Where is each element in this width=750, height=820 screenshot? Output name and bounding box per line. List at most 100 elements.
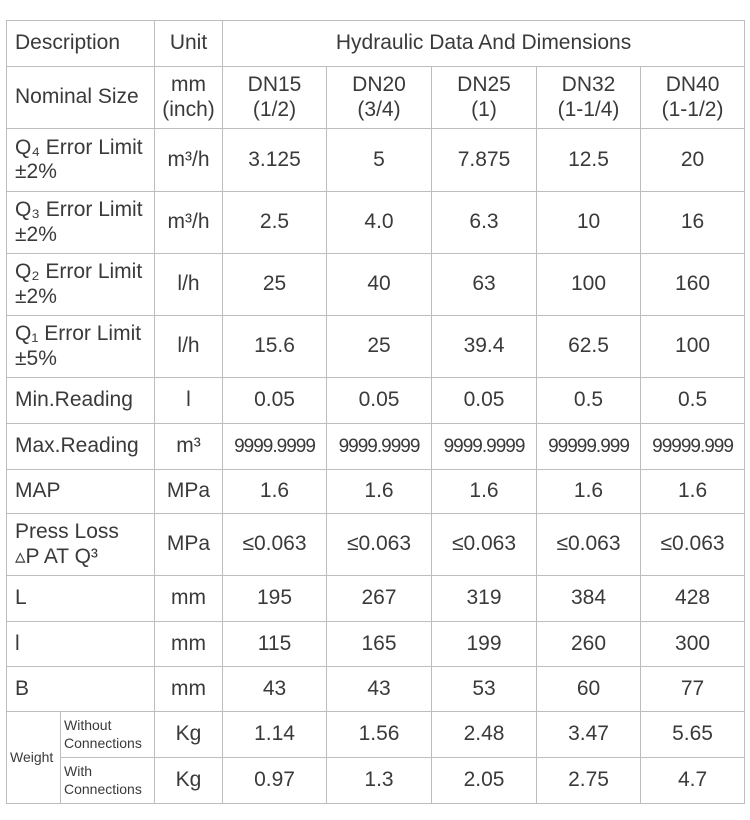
value-cell: 0.97	[222, 757, 328, 804]
value-cell: 9999.9999	[326, 423, 433, 470]
value-cell: 9999.9999	[222, 423, 328, 470]
value-cell: 1.56	[326, 711, 433, 758]
value-cell: 16	[640, 191, 746, 254]
value-cell: ≤0.063	[431, 513, 538, 576]
min-reading-label: Min.Reading	[5, 377, 156, 424]
nominal-label: Nominal Size	[5, 66, 156, 129]
q2-label-line2: ±2%	[15, 284, 57, 308]
value-cell: 319	[431, 575, 538, 622]
value-cell: ≤0.063	[222, 513, 328, 576]
value-cell: 199	[431, 621, 538, 667]
q1-label-line2: ±5%	[15, 346, 57, 370]
value-cell: 6.3	[431, 191, 538, 254]
size-inch: (1-1/4)	[557, 97, 620, 121]
value-cell: 2.75	[536, 757, 642, 804]
value-cell: 2.05	[431, 757, 538, 804]
press-loss-label-line2: ▵P AT Q³	[15, 544, 98, 568]
max-reading-unit: m³	[154, 423, 224, 470]
value-cell: 77	[640, 666, 746, 712]
nominal-unit: mm (inch)	[154, 66, 224, 129]
row-weight-with: With Connections Kg 0.97 1.3 2.05 2.75 4.…	[7, 757, 746, 804]
weight-with-label: With Connections	[59, 757, 156, 804]
header-group: Hydraulic Data And Dimensions	[222, 20, 746, 67]
value-cell: ≤0.063	[536, 513, 642, 576]
value-cell: 4.0	[326, 191, 433, 254]
L-unit: mm	[154, 575, 224, 622]
value-cell: 25	[222, 253, 328, 316]
value-cell: 384	[536, 575, 642, 622]
value-cell: 2.5	[222, 191, 328, 254]
value-cell: 1.6	[326, 469, 433, 514]
header-unit: Unit	[154, 20, 224, 67]
weight-without-label: Without Connections	[59, 711, 156, 758]
size-dn: DN15	[247, 73, 302, 97]
value-cell: 0.05	[222, 377, 328, 424]
q2-label-line1: Q₂ Error Limit	[15, 260, 143, 284]
size-dn25: DN25 (1)	[431, 66, 538, 129]
q1-label-line1: Q₁ Error Limit	[15, 322, 142, 346]
weight-with-unit: Kg	[154, 757, 224, 804]
row-q4: Q₄ Error Limit ±2% m³/h 3.125 5 7.875 12.…	[5, 128, 746, 192]
value-cell: 1.6	[431, 469, 538, 514]
value-cell: 43	[326, 666, 433, 712]
value-cell: 5.65	[640, 711, 746, 758]
B-label: B	[5, 666, 156, 712]
l-unit: mm	[154, 621, 224, 667]
press-loss-unit: MPa	[154, 513, 224, 576]
q4-unit: m³/h	[154, 128, 224, 192]
size-dn32: DN32 (1-1/4)	[536, 66, 642, 129]
value-cell: 0.5	[536, 377, 642, 424]
value-cell: ≤0.063	[640, 513, 746, 576]
q1-label: Q₁ Error Limit ±5%	[5, 315, 156, 378]
size-inch: (3/4)	[357, 97, 401, 121]
value-cell: ≤0.063	[326, 513, 433, 576]
max-reading-label: Max.Reading	[5, 423, 156, 470]
value-cell: 1.6	[640, 469, 746, 514]
value-cell: 3.47	[536, 711, 642, 758]
value-cell: 62.5	[536, 315, 642, 378]
weight-without-line2: Connections	[64, 734, 142, 751]
weight-with-line2: Connections	[64, 780, 142, 797]
size-dn15: DN15 (1/2)	[222, 66, 328, 129]
value-cell: 2.48	[431, 711, 538, 758]
row-map: MAP MPa 1.6 1.6 1.6 1.6 1.6	[5, 469, 746, 514]
value-cell: 5	[326, 128, 433, 192]
value-cell: 7.875	[431, 128, 538, 192]
value-cell: 60	[536, 666, 642, 712]
row-min-reading: Min.Reading l 0.05 0.05 0.05 0.5 0.5	[5, 377, 746, 424]
value-cell: 1.6	[222, 469, 328, 514]
q4-label-line2: ±2%	[15, 160, 57, 183]
size-dn20: DN20 (3/4)	[326, 66, 433, 129]
size-inch: (1)	[471, 97, 497, 121]
row-max-reading: Max.Reading m³ 9999.9999 9999.9999 9999.…	[5, 423, 746, 470]
row-nominal-size: Nominal Size mm (inch) DN15 (1/2) DN20 (3/4…	[5, 66, 746, 129]
value-cell: 99999.999	[640, 423, 746, 470]
value-cell: 39.4	[431, 315, 538, 378]
row-L: L mm 195 267 319 384 428	[5, 575, 746, 622]
value-cell: 300	[640, 621, 746, 667]
value-cell: 1.3	[326, 757, 433, 804]
q3-label-line2: ±2%	[15, 222, 57, 246]
value-cell: 10	[536, 191, 642, 254]
value-cell: 267	[326, 575, 433, 622]
value-cell: 100	[640, 315, 746, 378]
header-row: Description Unit Hydraulic Data And Dime…	[5, 20, 746, 67]
value-cell: 4.7	[640, 757, 746, 804]
q2-label: Q₂ Error Limit ±2%	[5, 253, 156, 316]
spec-table-wrapper: Description Unit Hydraulic Data And Dime…	[5, 20, 746, 804]
size-inch: (1-1/2)	[661, 97, 724, 121]
size-inch: (1/2)	[252, 97, 297, 121]
row-press-loss: Press Loss ▵P AT Q³ MPa ≤0.063 ≤0.063 ≤0.…	[5, 513, 746, 576]
value-cell: 9999.9999	[431, 423, 538, 470]
q3-label: Q₃ Error Limit ±2%	[5, 191, 156, 254]
q4-label: Q₄ Error Limit ±2%	[5, 128, 156, 192]
size-dn: DN20	[352, 73, 406, 97]
size-dn40: DN40 (1-1/2)	[640, 66, 746, 129]
row-l: l mm 115 165 199 260 300	[5, 621, 746, 667]
value-cell: 0.5	[640, 377, 746, 424]
value-cell: 3.125	[222, 128, 328, 192]
L-label: L	[5, 575, 156, 622]
value-cell: 0.05	[431, 377, 538, 424]
value-cell: 260	[536, 621, 642, 667]
q1-unit: l/h	[154, 315, 224, 378]
